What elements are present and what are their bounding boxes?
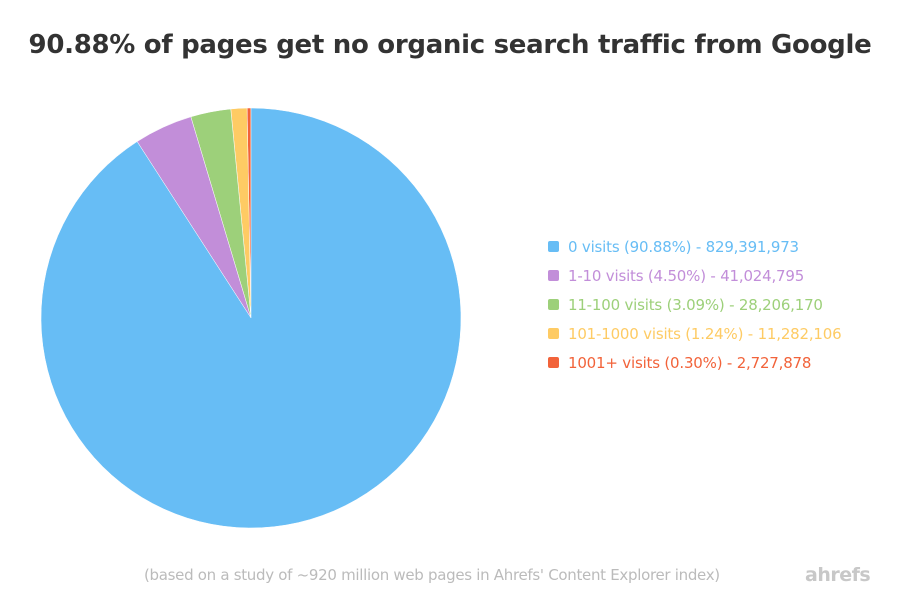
legend-swatch [548, 241, 559, 252]
legend-label: 1001+ visits (0.30%) - 2,727,878 [568, 353, 812, 372]
legend-item-1001plus-visits: 1001+ visits (0.30%) - 2,727,878 [548, 348, 841, 377]
legend-swatch [548, 299, 559, 310]
ahrefs-logo: ahrefs [805, 564, 871, 586]
legend-item-101-1000-visits: 101-1000 visits (1.24%) - 11,282,106 [548, 319, 842, 348]
legend-label: 0 visits (90.88%) - 829,391,973 [568, 237, 799, 256]
legend-swatch [548, 270, 559, 281]
chart-legend: 0 visits (90.88%) - 829,391,973 1-10 vis… [548, 232, 842, 377]
legend-item-1-10-visits: 1-10 visits (4.50%) - 41,024,795 [548, 261, 841, 290]
legend-item-0-visits: 0 visits (90.88%) - 829,391,973 [548, 232, 841, 261]
footnote: (based on a study of ~920 million web pa… [144, 566, 720, 584]
pie-slice-0-visits [40, 107, 462, 529]
legend-label: 101-1000 visits (1.24%) - 11,282,106 [568, 324, 842, 343]
legend-swatch [548, 328, 559, 339]
legend-swatch [548, 357, 559, 368]
legend-item-11-100-visits: 11-100 visits (3.09%) - 28,206,170 [548, 290, 841, 319]
legend-label: 11-100 visits (3.09%) - 28,206,170 [568, 295, 823, 314]
legend-label: 1-10 visits (4.50%) - 41,024,795 [568, 266, 805, 285]
chart-title: 90.88% of pages get no organic search tr… [28, 30, 872, 60]
